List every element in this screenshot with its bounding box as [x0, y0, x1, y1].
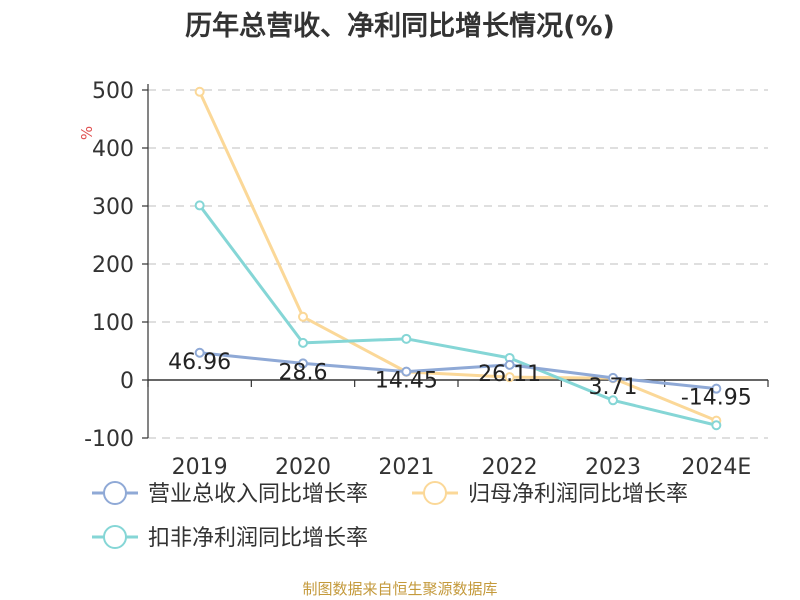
x-tick-label: 2023	[585, 455, 641, 480]
y-tick-label: -100	[84, 427, 134, 452]
data-label: 28.6	[279, 360, 328, 385]
data-point	[608, 372, 618, 383]
data-point	[711, 420, 722, 431]
data-label: 3.71	[589, 375, 638, 400]
y-tick-label: 500	[92, 79, 134, 104]
legend-label: 扣非净利润同比增长率	[148, 526, 368, 551]
data-point	[504, 359, 515, 370]
legend-item[interactable]: 营业总收入同比增长率	[92, 481, 368, 507]
data-point	[298, 337, 308, 348]
legend-label: 营业总收入同比增长率	[148, 482, 368, 507]
data-point	[194, 200, 205, 211]
data-source-note: 制图数据来自恒生聚源数据库	[302, 580, 498, 598]
data-label: 14.45	[375, 369, 438, 394]
data-label: 26.11	[478, 362, 541, 387]
legend-marker-icon	[423, 481, 447, 505]
legend-label: 归母净利润同比增长率	[468, 482, 688, 507]
data-label: 46.96	[168, 350, 231, 375]
series-line	[198, 91, 717, 422]
x-tick-label: 2022	[482, 455, 538, 480]
x-tick-label: 2019	[172, 455, 228, 480]
y-unit-label: %	[78, 126, 96, 140]
y-tick-label: 100	[92, 311, 134, 336]
data-point	[504, 372, 515, 383]
data-point	[194, 347, 205, 358]
data-point	[711, 383, 722, 394]
data-point	[401, 333, 412, 344]
axes: -100 0 100 200 300 400 500% 2019 2020 2021 2022 202…	[78, 79, 769, 480]
data-point	[298, 311, 308, 322]
x-tick-label: 2020	[275, 455, 331, 480]
legend-marker-icon	[103, 525, 127, 549]
y-tick-label: 300	[92, 195, 134, 220]
data-point	[608, 395, 618, 406]
series-line	[199, 351, 717, 391]
y-tick-label: 0	[120, 369, 134, 394]
data-point	[401, 366, 412, 377]
chart-title: 历年总营收、净利同比增长情况(%)	[185, 11, 615, 42]
x-tick-label: 2024E	[681, 455, 751, 480]
legend-item[interactable]: 扣非净利润同比增长率	[92, 525, 368, 551]
series-lines	[194, 86, 722, 431]
data-labels: 46.96 28.6 14.45 26.11 3.71 -14.95	[168, 350, 752, 411]
data-label: -14.95	[681, 386, 752, 411]
series-line	[198, 204, 717, 427]
y-tick-label: 200	[92, 253, 134, 278]
y-tick-label: 400	[92, 137, 134, 162]
x-tick-label: 2021	[378, 455, 434, 480]
data-point	[298, 358, 308, 369]
data-point	[194, 86, 205, 97]
legend-item[interactable]: 归母净利润同比增长率	[412, 481, 688, 507]
legend-marker-icon	[103, 481, 127, 505]
